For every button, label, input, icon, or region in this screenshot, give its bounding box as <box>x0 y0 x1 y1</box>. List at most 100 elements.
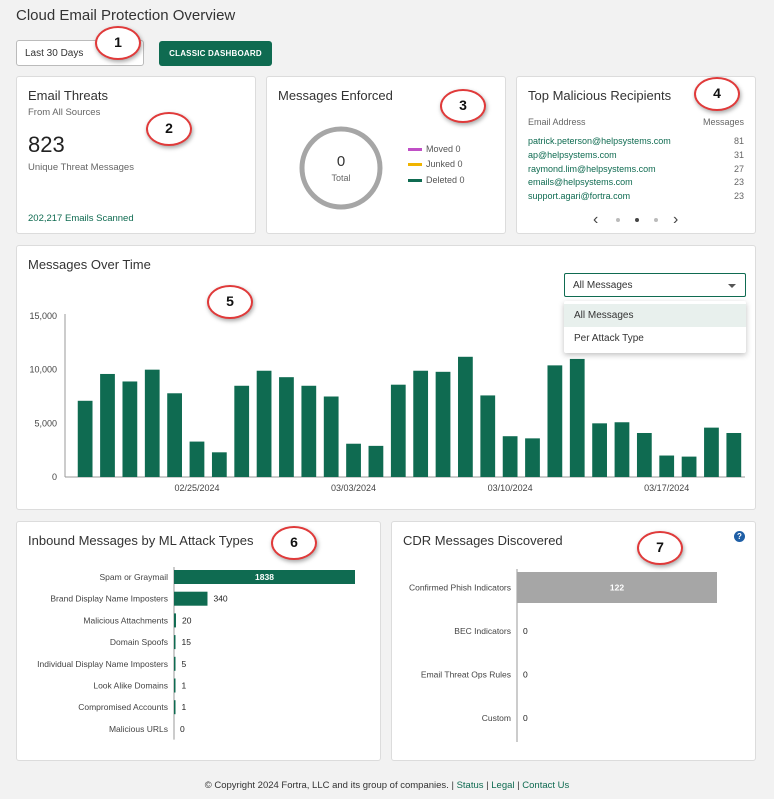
value-label: 20 <box>182 615 192 625</box>
help-icon[interactable]: ? <box>734 531 745 542</box>
callout-badge-4: 4 <box>694 77 740 111</box>
chart-bar <box>726 432 742 477</box>
recipient-email[interactable]: ap@helpsystems.com <box>528 150 617 160</box>
col-email-header: Email Address <box>528 117 586 127</box>
value-label: 0 <box>523 626 528 636</box>
y-tick-label: 15,000 <box>29 311 57 321</box>
category-label: Malicious URLs <box>109 724 168 734</box>
chart-bar <box>659 455 675 477</box>
chart-bar <box>517 572 717 603</box>
top-recipients-card: Top Malicious Recipients Email Address M… <box>516 76 756 234</box>
callout-badge-5: 5 <box>207 285 253 319</box>
footer-contact-link[interactable]: Contact Us <box>522 780 570 791</box>
message-type-menu: All Messages Per Attack Type <box>564 301 746 353</box>
ml-attack-types-title: Inbound Messages by ML Attack Types <box>28 533 254 548</box>
option-per-attack-type[interactable]: Per Attack Type <box>574 333 644 344</box>
message-type-select[interactable]: All Messages <box>564 273 746 297</box>
threat-count: 823 <box>28 132 65 157</box>
chart-bar <box>458 356 473 477</box>
emails-scanned-link[interactable]: 202,217 Emails Scanned <box>28 213 134 224</box>
recipient-row[interactable]: patrick.peterson@helpsystems.com 81 <box>528 136 744 146</box>
category-label: Look Alike Domains <box>93 681 168 691</box>
chart-bar <box>167 393 182 477</box>
chart-bar <box>435 371 451 477</box>
chart-bar <box>174 700 176 715</box>
chart-bar <box>256 370 272 477</box>
email-threats-subtitle: From All Sources <box>28 107 101 118</box>
recipient-count: 23 <box>733 177 744 187</box>
date-range-value: Last 30 Days <box>25 48 84 59</box>
value-label: 0 <box>523 713 528 723</box>
option-all-messages[interactable]: All Messages <box>564 304 746 327</box>
recipient-email[interactable]: raymond.lim@helpsystems.com <box>528 164 656 174</box>
chart-bar <box>681 456 697 477</box>
recipient-row[interactable]: emails@helpsystems.com 23 <box>528 177 744 187</box>
callout-badge-7: 7 <box>637 531 683 565</box>
chart-bar <box>569 358 585 477</box>
donut-ring <box>299 126 383 210</box>
messages-over-time-title: Messages Over Time <box>28 257 151 272</box>
chart-bar <box>100 373 115 477</box>
category-label: Individual Display Name Imposters <box>37 659 168 669</box>
ml-attack-chart: Spam or Graymail 1838 Brand Display Name I… <box>37 567 355 740</box>
chart-bar <box>502 436 518 477</box>
footer-status-link[interactable]: Status <box>456 780 484 791</box>
cdr-messages-card: CDR Messages Discovered ? Confirmed Phis… <box>391 521 756 761</box>
category-label: Domain Spoofs <box>110 637 168 647</box>
recipient-row[interactable]: ap@helpsystems.com 31 <box>528 150 744 160</box>
recipient-row[interactable]: support.agari@fortra.com 23 <box>528 191 744 201</box>
chart-bar <box>174 570 355 584</box>
prev-page-button[interactable]: ‹ <box>593 211 599 228</box>
chart-bar <box>480 395 496 477</box>
next-page-button[interactable]: › <box>673 211 679 228</box>
page-dot[interactable] <box>616 218 620 222</box>
messages-over-time-chart: 0 5,000 10,000 15,000 02/25/2024 03/03/2024 03… <box>29 311 745 493</box>
threat-count-label: Unique Threat Messages <box>28 162 134 173</box>
chart-bar <box>189 441 205 477</box>
value-label: 15 <box>182 637 192 647</box>
chart-bar <box>636 432 652 477</box>
classic-dashboard-button[interactable]: CLASSIC DASHBOARD <box>159 41 272 66</box>
cdr-messages-title: CDR Messages Discovered <box>403 533 563 548</box>
ml-attack-types-card: Inbound Messages by ML Attack Types Spam… <box>16 521 381 761</box>
legend-swatch-moved <box>408 148 422 152</box>
chart-bar <box>413 370 429 477</box>
legend-swatch-junked <box>408 163 422 167</box>
y-tick-label: 5,000 <box>34 418 57 428</box>
chart-bar <box>279 377 294 477</box>
chart-bar <box>174 591 208 606</box>
chart-bar <box>211 452 227 477</box>
page-title: Cloud Email Protection Overview <box>16 7 236 24</box>
chart-bar <box>525 438 540 477</box>
chart-bar <box>301 385 317 477</box>
recipient-email[interactable]: support.agari@fortra.com <box>528 191 631 201</box>
footer-separator: | <box>514 780 523 791</box>
category-label: Spam or Graymail <box>100 572 169 582</box>
footer-legal-link[interactable]: Legal <box>491 780 515 791</box>
recipient-count: 23 <box>733 191 744 201</box>
chart-bar <box>77 400 93 477</box>
category-label: Email Threat Ops Rules <box>421 670 511 680</box>
page-dot-active[interactable] <box>635 218 639 222</box>
category-label: Custom <box>482 713 511 723</box>
cdr-chart: Confirmed Phish Indicators 122 BEC Indicat… <box>409 569 717 742</box>
chart-bar <box>592 423 607 477</box>
recipient-row[interactable]: raymond.lim@helpsystems.com 27 <box>528 164 744 174</box>
footer-copyright: © Copyright 2024 Fortra, LLC and its gro… <box>204 780 457 791</box>
category-label: Confirmed Phish Indicators <box>409 583 511 593</box>
email-threats-title: Email Threats <box>28 88 108 103</box>
x-tick-label: 03/10/2024 <box>488 483 533 493</box>
recipient-email[interactable]: patrick.peterson@helpsystems.com <box>528 136 671 146</box>
callout-badge-3: 3 <box>440 89 486 123</box>
recipient-count: 27 <box>733 164 744 174</box>
chart-bar <box>234 385 250 477</box>
chart-bar <box>390 384 406 477</box>
chart-bar <box>122 381 138 477</box>
messages-enforced-title: Messages Enforced <box>278 88 393 103</box>
legend-deleted-label: Deleted 0 <box>426 175 465 185</box>
y-tick-label: 0 <box>52 472 57 482</box>
recipient-email[interactable]: emails@helpsystems.com <box>528 177 633 187</box>
category-label: Brand Display Name Imposters <box>50 594 168 604</box>
page-dot[interactable] <box>654 218 658 222</box>
footer: © Copyright 2024 Fortra, LLC and its gro… <box>0 780 774 791</box>
